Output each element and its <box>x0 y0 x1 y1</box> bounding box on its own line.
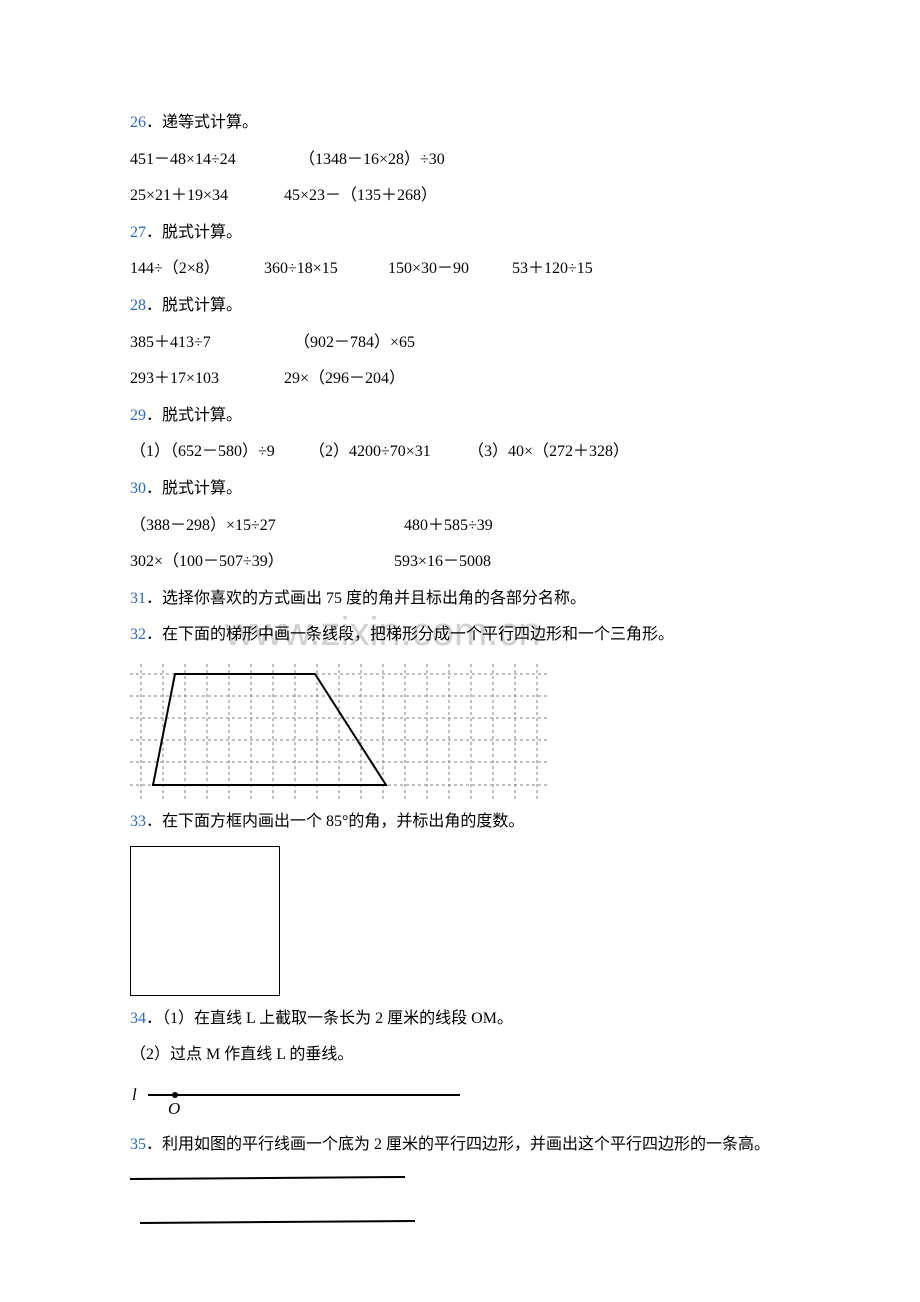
svg-text:O: O <box>168 1099 180 1118</box>
document-content: 26．递等式计算。 451－48×14÷24 （1348－16×28）÷30 2… <box>130 110 790 1236</box>
q32-num: 32 <box>130 626 146 643</box>
q33-heading: 33．在下面方框内画出一个 85°的角，并标出角的度数。 <box>130 809 790 835</box>
q34-heading-b: （2）过点 M 作直线 L 的垂线。 <box>130 1042 790 1068</box>
q27-row1: 144÷（2×8） 360÷18×15 150×30－90 53＋120÷15 <box>130 256 790 282</box>
q27-r1d: 53＋120÷15 <box>512 260 593 277</box>
q28-r1b: （902－784）×65 <box>294 334 415 351</box>
q33-title: ．在下面方框内画出一个 85°的角，并标出角的度数。 <box>146 813 524 830</box>
q29-row1: （1）（652－580）÷9 （2）4200÷70×31 （3）40×（272＋… <box>130 439 790 465</box>
q31-heading: 31．选择你喜欢的方式画出 75 度的角并且标出角的各部分名称。 <box>130 586 790 612</box>
q35-num: 35 <box>130 1136 146 1153</box>
angle-box-figure <box>130 846 280 996</box>
q30-title: ．脱式计算。 <box>146 480 242 497</box>
q30-row1: （388－298）×15÷27 480＋585÷39 <box>130 513 790 539</box>
q30-r2b: 593×16－5008 <box>394 553 491 570</box>
q30-row2: 302×（100－507÷39） 593×16－5008 <box>130 549 790 575</box>
q26-r1b: （1348－16×28）÷30 <box>299 151 445 168</box>
q28-heading: 28．脱式计算。 <box>130 293 790 319</box>
q27-r1c: 150×30－90 <box>388 256 508 282</box>
q32-heading: 32．在下面的梯形中画一条线段，把梯形分成一个平行四边形和一个三角形。 <box>130 622 790 648</box>
q26-num: 26 <box>130 114 146 131</box>
q28-r2a: 293＋17×103 <box>130 366 280 392</box>
q26-title: ．递等式计算。 <box>146 114 258 131</box>
q34-title-a: ．（1）在直线 L 上截取一条长为 2 厘米的线段 OM。 <box>146 1010 513 1027</box>
q27-num: 27 <box>130 224 146 241</box>
q35-title: ．利用如图的平行线画一个底为 2 厘米的平行四边形，并画出这个平行四边形的一条高… <box>146 1136 770 1153</box>
q29-r1b: （2）4200÷70×31 <box>309 439 464 465</box>
q35-heading: 35．利用如图的平行线画一个底为 2 厘米的平行四边形，并画出这个平行四边形的一… <box>130 1132 790 1158</box>
q26-r1a: 451－48×14÷24 <box>130 147 295 173</box>
q28-num: 28 <box>130 297 146 314</box>
q29-title: ．脱式计算。 <box>146 407 242 424</box>
q29-r1c: （3）40×（272＋328） <box>468 443 629 460</box>
q30-r1a: （388－298）×15÷27 <box>130 513 400 539</box>
q31-title: ．选择你喜欢的方式画出 75 度的角并且标出角的各部分名称。 <box>146 590 586 607</box>
q30-r1b: 480＋585÷39 <box>404 517 493 534</box>
q28-row2: 293＋17×103 29×（296－204） <box>130 366 790 392</box>
svg-text:l: l <box>132 1085 137 1104</box>
q30-heading: 30．脱式计算。 <box>130 476 790 502</box>
parallel-lines-figure <box>130 1171 420 1231</box>
q26-r2a: 25×21＋19×34 <box>130 183 280 209</box>
q29-num: 29 <box>130 407 146 424</box>
q27-title: ．脱式计算。 <box>146 224 242 241</box>
q32-title: ．在下面的梯形中画一条线段，把梯形分成一个平行四边形和一个三角形。 <box>146 626 674 643</box>
q33-num: 33 <box>130 813 146 830</box>
q31-num: 31 <box>130 590 146 607</box>
q28-row1: 385＋413÷7 （902－784）×65 <box>130 330 790 356</box>
q30-num: 30 <box>130 480 146 497</box>
q28-title: ．脱式计算。 <box>146 297 242 314</box>
q27-r1a: 144÷（2×8） <box>130 256 260 282</box>
q30-r2a: 302×（100－507÷39） <box>130 549 390 575</box>
trapezoid-grid-figure <box>130 664 550 799</box>
q27-r1b: 360÷18×15 <box>264 256 384 282</box>
line-l-o-figure: l O <box>130 1082 470 1122</box>
q29-r1a: （1）（652－580）÷9 <box>130 439 305 465</box>
q27-heading: 27．脱式计算。 <box>130 220 790 246</box>
q29-heading: 29．脱式计算。 <box>130 403 790 429</box>
q26-row2: 25×21＋19×34 45×23－（135＋268） <box>130 183 790 209</box>
q26-r2b: 45×23－（135＋268） <box>284 187 437 204</box>
q34-num: 34 <box>130 1010 146 1027</box>
q26-row1: 451－48×14÷24 （1348－16×28）÷30 <box>130 147 790 173</box>
q34-heading-a: 34．（1）在直线 L 上截取一条长为 2 厘米的线段 OM。 <box>130 1006 790 1032</box>
q28-r2b: 29×（296－204） <box>284 370 405 387</box>
q26-heading: 26．递等式计算。 <box>130 110 790 136</box>
q28-r1a: 385＋413÷7 <box>130 330 290 356</box>
